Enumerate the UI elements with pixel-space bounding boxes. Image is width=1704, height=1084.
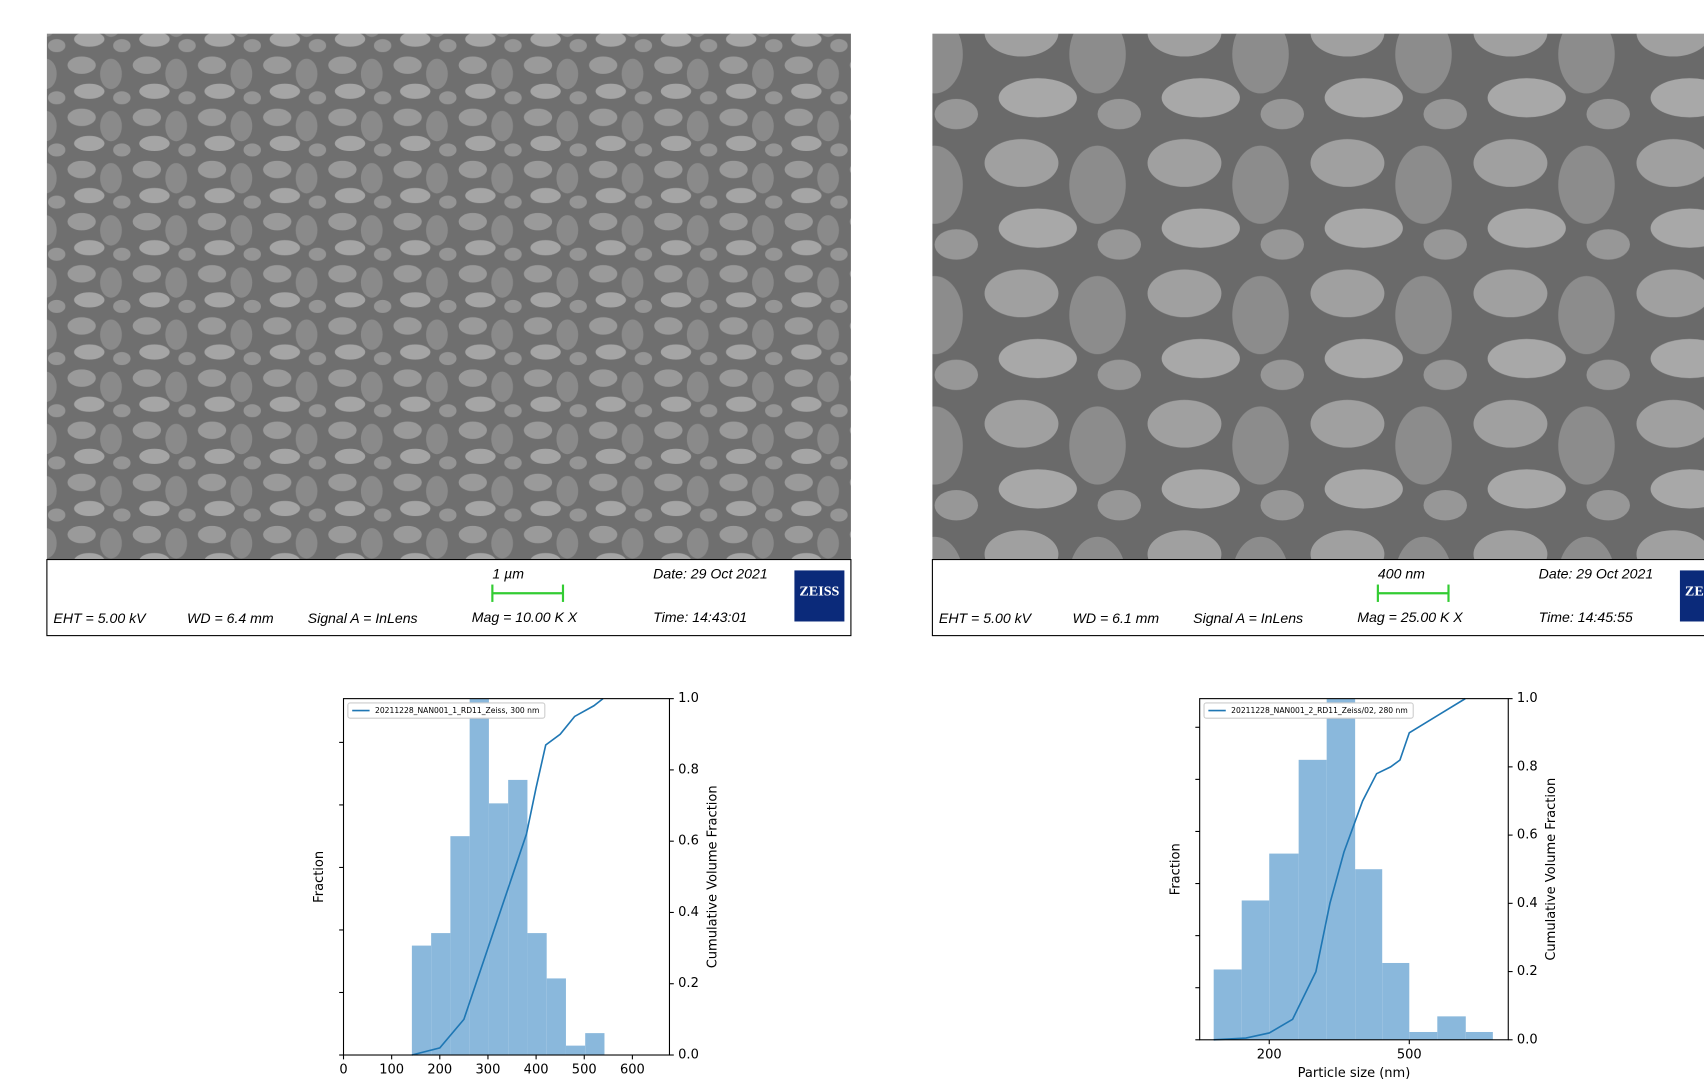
histogram-bar	[450, 836, 469, 1055]
histogram-bar	[1466, 1032, 1493, 1040]
y2-tick-label: 1.0	[1517, 691, 1538, 706]
x-tick-label: 300	[476, 1063, 501, 1078]
y2-tick-label: 0.8	[1517, 759, 1538, 774]
y-axis-label: Fraction	[312, 851, 327, 903]
x-tick-label: 500	[1397, 1048, 1422, 1063]
info-text: Time: 14:43:01	[653, 609, 747, 625]
info-text: WD = 6.1 mm	[1073, 610, 1160, 626]
y2-axis-label: Cumulative Volume Fraction	[1544, 778, 1559, 961]
histogram-bar	[566, 1046, 585, 1055]
histogram-bar	[431, 933, 450, 1055]
logo-text: ZEISS	[799, 583, 839, 599]
x-tick-label: 600	[620, 1063, 645, 1078]
x-tick-label: 100	[379, 1063, 404, 1078]
x-tick-label: 200	[1257, 1048, 1282, 1063]
y2-tick-label: 0.0	[1517, 1032, 1538, 1047]
figure: 1 µm Date: 29 Oct 2021 EHT = 5.00 kV WD = 6…	[0, 0, 1704, 1080]
histogram-bar	[489, 803, 508, 1055]
info-text: Mag = 25.00 K X	[1357, 609, 1463, 625]
histogram-bar	[1327, 699, 1355, 1040]
x-tick-label: 400	[524, 1063, 549, 1078]
y2-tick-label: 0.6	[1517, 828, 1538, 843]
histogram-bar	[1269, 854, 1298, 1040]
y2-tick-label: 0.2	[678, 976, 699, 991]
histogram-bar	[1437, 1016, 1465, 1039]
info-text: 1 µm	[492, 566, 524, 582]
y2-tick-label: 0.4	[678, 905, 699, 920]
info-text: Date: 29 Oct 2021	[1539, 566, 1654, 582]
y2-tick-label: 0.8	[678, 762, 699, 777]
sem-image	[47, 34, 851, 560]
info-text: WD = 6.4 mm	[187, 610, 274, 626]
y2-tick-label: 0.0	[678, 1048, 699, 1063]
sem-panels: 1 µm Date: 29 Oct 2021 EHT = 5.00 kV WD = 6…	[47, 34, 1704, 636]
info-text: Time: 14:45:55	[1539, 609, 1633, 625]
histogram-bar	[508, 780, 527, 1055]
info-text: Mag = 10.00 K X	[472, 609, 578, 625]
histogram-bar	[1214, 969, 1242, 1039]
y2-tick-label: 1.0	[678, 691, 699, 706]
sem-image	[932, 34, 1704, 560]
y2-tick-label: 0.2	[1517, 964, 1538, 979]
histogram-bar	[547, 978, 566, 1055]
x-axis-label: Particle size (nm)	[1298, 1066, 1411, 1080]
info-text: EHT = 5.00 kV	[53, 610, 147, 626]
histogram-bar	[1382, 963, 1409, 1040]
histogram-bar	[412, 946, 431, 1055]
charts: 0 100 200 300 400 500 600 0.0 0.2 0.4 0.6 0.8 1.0 Fra…	[312, 691, 1559, 1080]
y2-tick-label: 0.4	[1517, 896, 1538, 911]
info-text: Signal A = InLens	[308, 610, 418, 626]
x-tick-label: 0	[339, 1063, 347, 1078]
y2-tick-label: 0.6	[678, 834, 699, 849]
histogram-bar	[1242, 900, 1270, 1039]
info-text: Date: 29 Oct 2021	[653, 566, 768, 582]
histogram-bar	[470, 699, 489, 1055]
info-text: 400 nm	[1378, 566, 1425, 582]
histogram-bar	[1409, 1032, 1437, 1040]
x-tick-label: 500	[572, 1063, 597, 1078]
histogram-bar	[527, 933, 546, 1055]
info-text: Signal A = InLens	[1193, 610, 1303, 626]
info-text: EHT = 5.00 kV	[939, 610, 1033, 626]
y2-axis-label: Cumulative Volume Fraction	[705, 785, 720, 968]
histogram-bar	[1355, 869, 1382, 1040]
y-axis-label: Fraction	[1168, 843, 1183, 895]
legend-label: 20211228_NAN001_2_RD11_Zeiss/02, 280 nm	[1231, 706, 1408, 715]
x-tick-label: 200	[427, 1063, 452, 1078]
legend-label: 20211228_NAN001_1_RD11_Zeiss, 300 nm	[375, 706, 539, 715]
logo-text: ZEISS	[1685, 583, 1704, 599]
histogram-bar	[585, 1033, 604, 1055]
